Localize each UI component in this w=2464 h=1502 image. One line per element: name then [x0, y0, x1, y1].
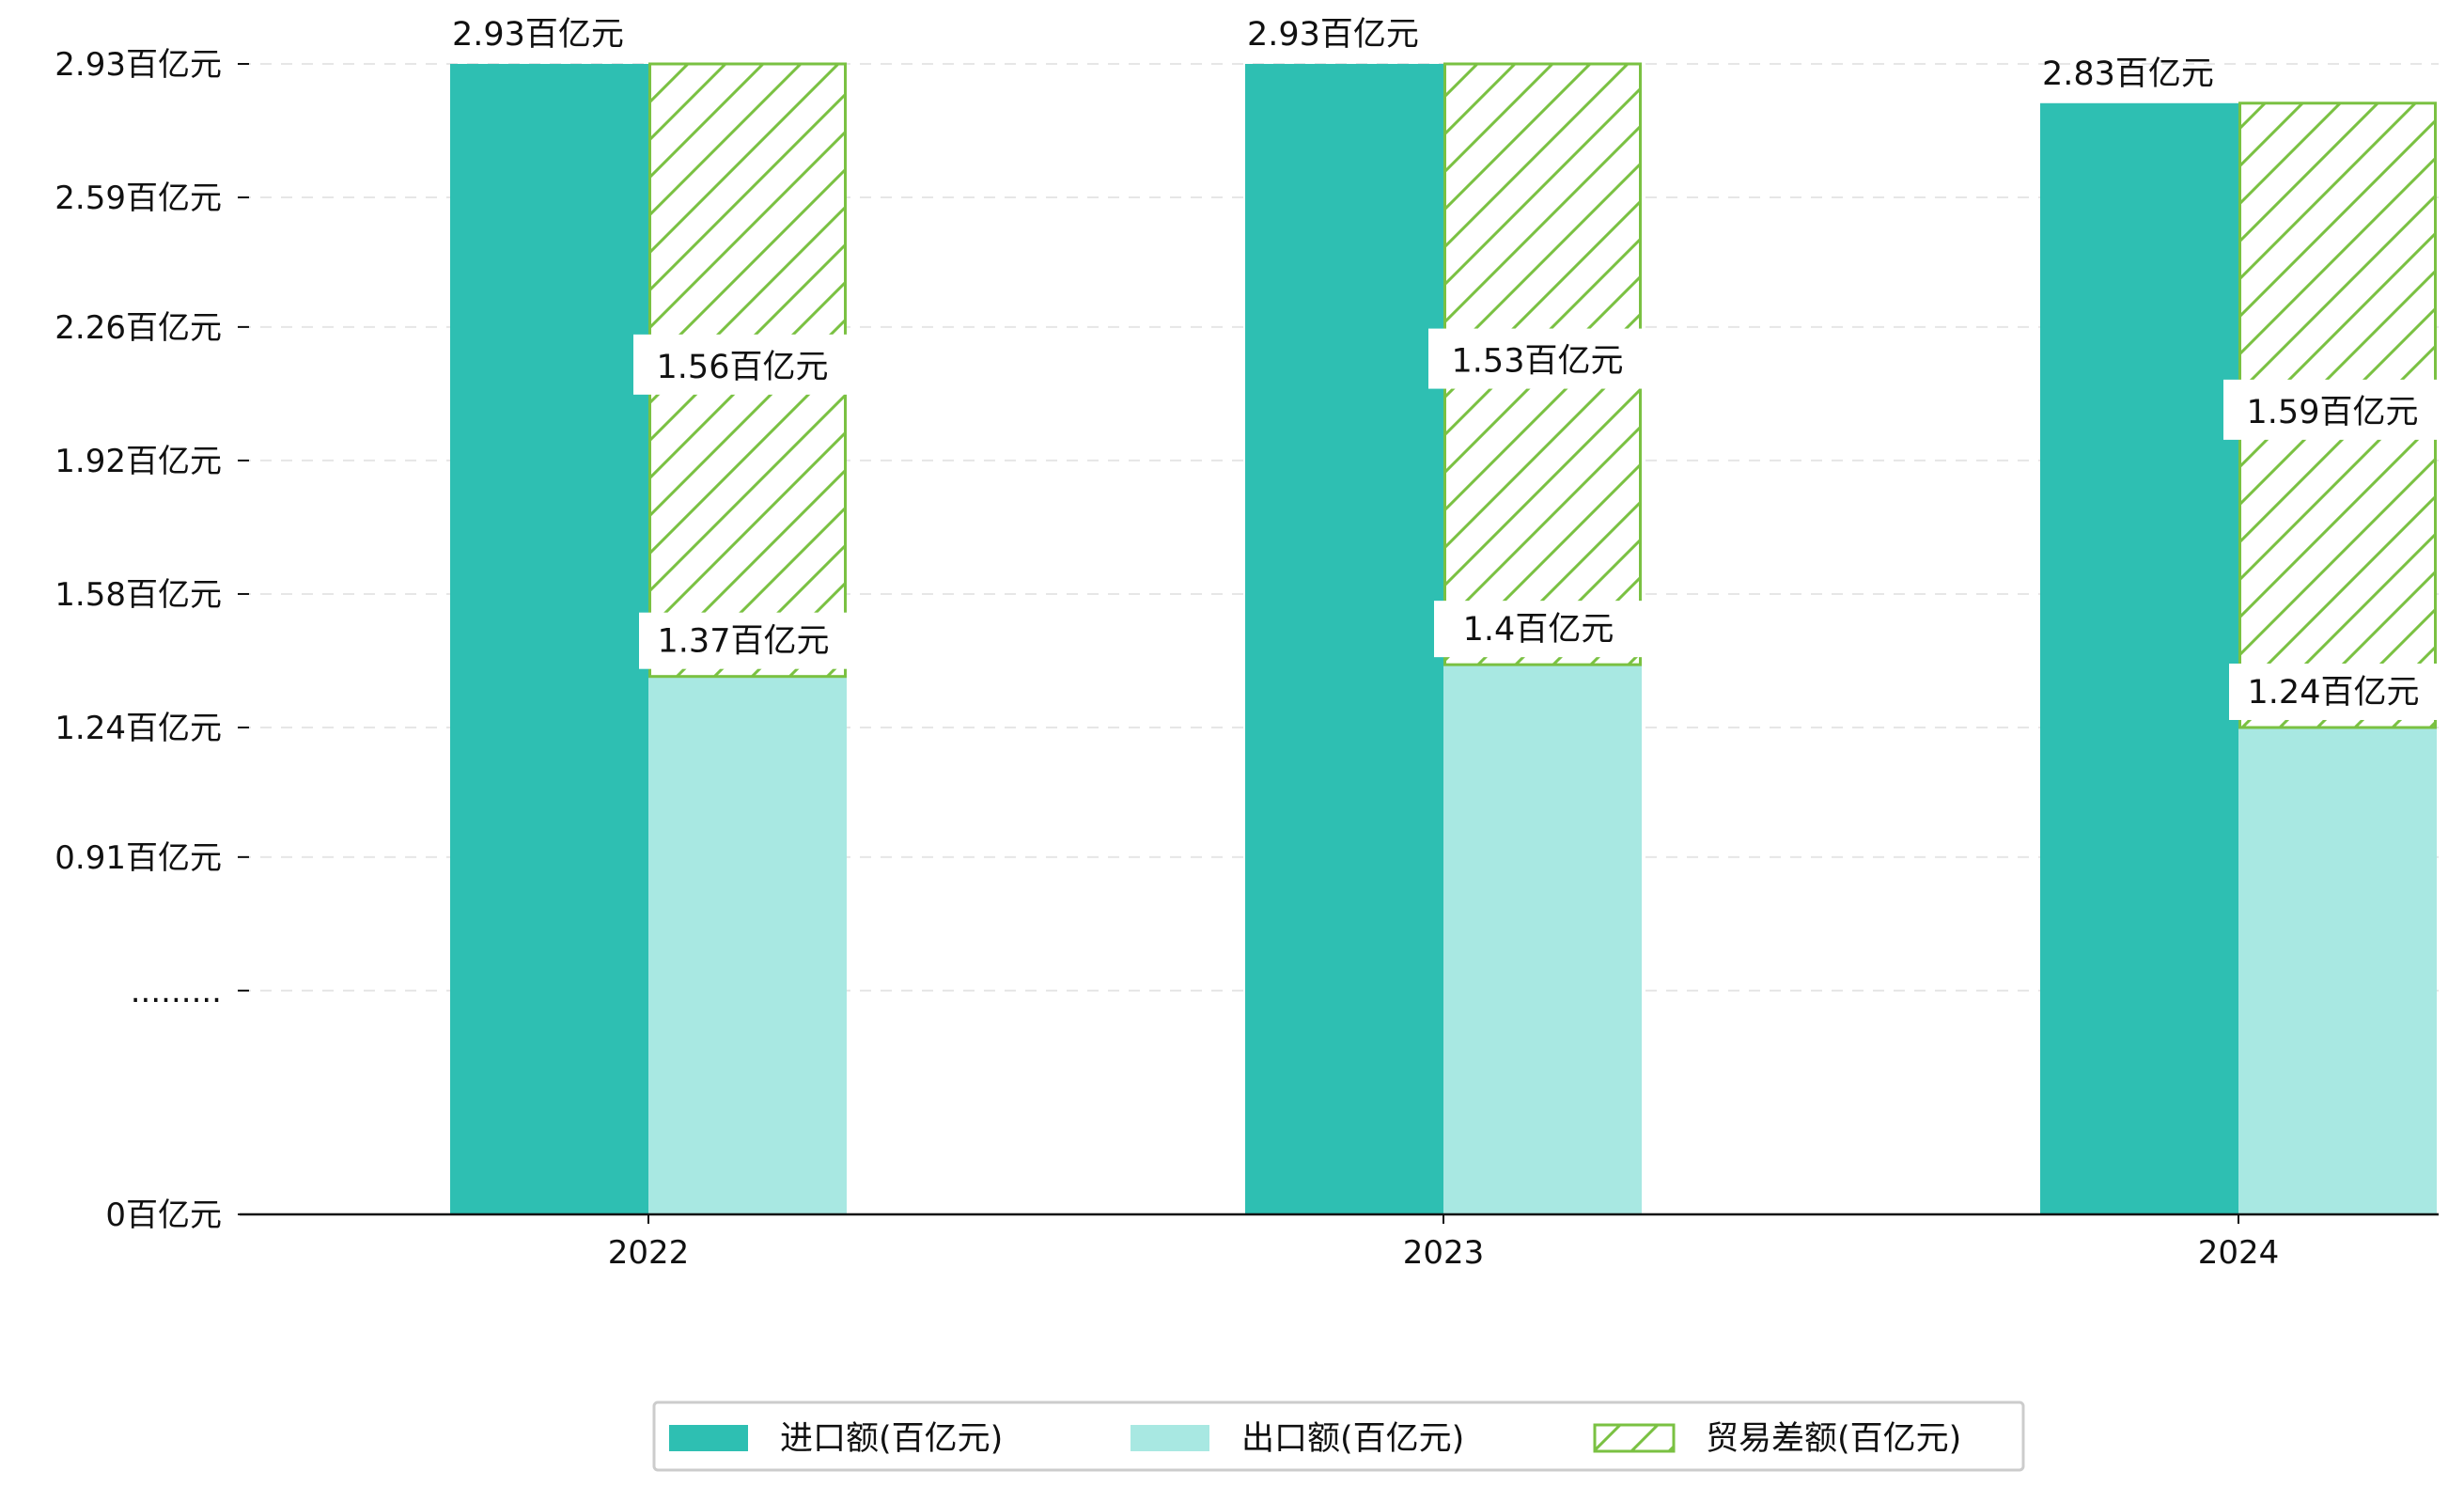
data-label-export: 1.24百亿元	[2248, 674, 2420, 712]
legend-label: 贸易差额(百亿元)	[1706, 1420, 1961, 1458]
data-label-box	[639, 612, 848, 669]
data-label-box	[2223, 379, 2441, 440]
legend-swatch	[1593, 1423, 1676, 1453]
y-tick-label: 1.58百亿元	[55, 576, 222, 614]
x-tick-label: 2024	[2198, 1234, 2280, 1272]
y-tick-label: 0.91百亿元	[55, 839, 222, 877]
y-tick-label: 1.92百亿元	[55, 443, 222, 480]
data-label-import: 2.93百亿元	[1247, 16, 1419, 54]
legend-label: 出口额(百亿元)	[1241, 1420, 1464, 1458]
y-tick-label: 2.26百亿元	[55, 309, 222, 347]
y-tick-label: 2.93百亿元	[55, 46, 222, 84]
y-tick-label: 0百亿元	[105, 1197, 222, 1234]
data-label-balance: 1.59百亿元	[2247, 394, 2419, 431]
data-label-balance: 1.53百亿元	[1452, 343, 1624, 381]
axes: 0百亿元......... 0.91百亿元 1.24百亿元 1.58百亿元 1.92百亿…	[55, 46, 2439, 1272]
value-labels: 2.93百亿元 1.37百亿元 1.56百亿元 2.93百亿元 1.4百亿元 1.53百亿…	[452, 16, 2441, 720]
data-label-export: 1.37百亿元	[658, 623, 830, 661]
legend: 进口额(百亿元) 出口额(百亿元) 贸易差额(百亿元)	[652, 1400, 2025, 1472]
bar-export-2022	[648, 676, 847, 1214]
data-label-box	[1434, 601, 1643, 658]
data-label-export: 1.4百亿元	[1463, 611, 1614, 649]
y-tick-label: .........	[131, 973, 222, 1010]
legend-box	[652, 1400, 2025, 1472]
data-label-import: 2.93百亿元	[452, 16, 624, 54]
x-tick-label: 2022	[608, 1234, 690, 1272]
data-label-box	[2229, 663, 2438, 720]
data-label-balance: 1.56百亿元	[657, 349, 829, 386]
data-label-import: 2.83百亿元	[2042, 55, 2214, 93]
bar-import-2023	[1245, 64, 1443, 1214]
data-label-box	[633, 334, 851, 395]
legend-swatch	[1131, 1425, 1209, 1451]
legend-swatch	[669, 1425, 748, 1451]
y-tick-label: 1.24百亿元	[55, 710, 222, 747]
bar-export-2023	[1443, 665, 1642, 1214]
legend-label: 进口额(百亿元)	[780, 1420, 1003, 1458]
data-label-box	[1428, 328, 1646, 389]
bar-import-2022	[450, 64, 648, 1214]
bar-export-2024	[2238, 727, 2437, 1214]
bar-import-2024	[2040, 102, 2238, 1214]
x-tick-label: 2023	[1403, 1234, 1485, 1272]
y-tick-label: 2.59百亿元	[55, 180, 222, 217]
